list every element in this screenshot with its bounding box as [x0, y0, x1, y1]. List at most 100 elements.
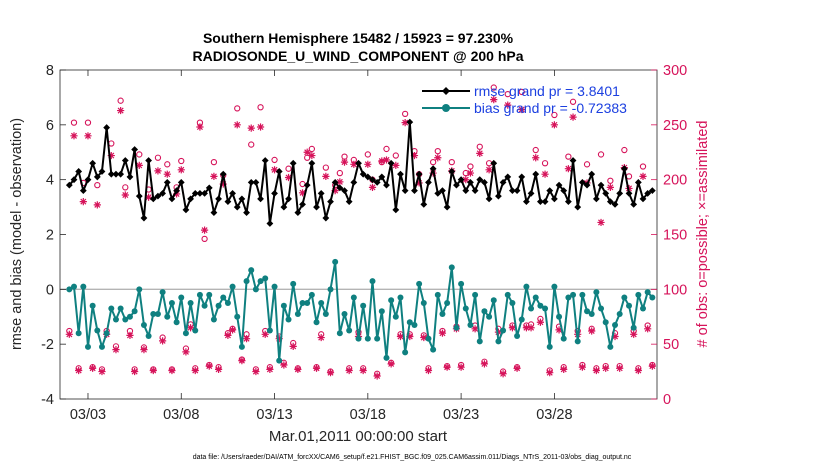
bias-point [392, 313, 399, 320]
rmse-point [350, 179, 358, 186]
bias-point [108, 305, 115, 312]
obs-assimilated-marker [233, 121, 241, 129]
plot-area [60, 70, 657, 399]
obs-possible-marker [154, 154, 162, 161]
obs-possible-marker [136, 151, 143, 158]
obs-assimilated-marker [89, 364, 97, 372]
rmse-point [401, 187, 409, 195]
obs-assimilated-marker [196, 123, 204, 131]
bias-point [598, 305, 605, 312]
rmse-point [457, 176, 465, 184]
obs-possible-marker [210, 158, 218, 166]
rmse-point [89, 159, 97, 167]
obs-possible-marker [541, 160, 549, 167]
bias-point [350, 294, 357, 301]
obs-possible-marker [285, 165, 292, 172]
obs-possible-marker [257, 104, 264, 111]
rmse-point [616, 189, 624, 197]
rmse-point [336, 184, 344, 192]
obs-assimilated-marker [602, 364, 610, 372]
rmse-point [439, 187, 446, 195]
rmse-point [121, 157, 129, 164]
obs-assimilated-marker [275, 335, 283, 343]
bias-point [397, 294, 404, 301]
legend-rmse-swatch-marker [442, 87, 450, 95]
obs-assimilated-marker [219, 180, 227, 188]
rmse-point [205, 184, 213, 192]
rmse-point [163, 179, 171, 186]
bias-point [70, 283, 77, 290]
bias-point [411, 321, 418, 328]
rmse-point [481, 179, 488, 186]
bias-point [159, 289, 166, 296]
obs-assimilated-marker [490, 96, 498, 104]
obs-assimilated-marker [476, 149, 484, 157]
obs-assimilated-marker [303, 148, 311, 156]
bias-point [224, 300, 231, 307]
rmse-point [369, 176, 376, 184]
rmse-point [378, 173, 386, 181]
obs-assimilated-marker [420, 333, 428, 342]
bias-point [206, 291, 213, 298]
rmse-point [112, 170, 120, 178]
rmse-point [569, 157, 577, 164]
obs-assimilated-marker [331, 187, 339, 195]
bias-point [271, 283, 278, 290]
obs-assimilated-marker [312, 364, 321, 372]
y-right-tick-label: 0 [663, 392, 671, 408]
obs-assimilated-marker [648, 362, 656, 370]
obs-possible-marker [234, 105, 241, 112]
bias-point [420, 300, 427, 307]
obs-possible-marker [569, 98, 577, 105]
bias-point [551, 283, 558, 290]
obs-assimilated-marker [578, 363, 586, 371]
rmse-point [611, 200, 619, 208]
chart-title-line2: RADIOSONDE_U_WIND_COMPONENT @ 200 hPa [192, 48, 523, 64]
obs-assimilated-marker [382, 156, 391, 164]
rmse-point [103, 124, 111, 131]
obs-possible-marker [597, 151, 605, 158]
bias-point [570, 291, 577, 298]
bias-point [388, 297, 395, 304]
rmse-point [634, 179, 642, 186]
rmse-point [509, 187, 516, 195]
y-right-tick-label: 150 [663, 228, 687, 244]
bias-point [346, 327, 353, 334]
rmse-point [243, 209, 250, 216]
obs-assimilated-marker [84, 132, 92, 140]
rmse-point [303, 181, 311, 189]
obs-assimilated-marker [504, 101, 512, 109]
rmse-point [443, 203, 451, 211]
rmse-point [233, 203, 241, 211]
rmse-point [504, 173, 512, 181]
bias-point [140, 321, 147, 328]
obs-assimilated-marker [345, 366, 353, 375]
rmse-point [397, 170, 404, 178]
rmse-point [135, 192, 143, 200]
rmse-point [560, 187, 568, 195]
bias-point [187, 300, 194, 307]
bias-point [453, 324, 460, 331]
obs-assimilated-marker [480, 360, 489, 368]
obs-possible-marker [467, 163, 474, 170]
rmse-point [299, 200, 306, 208]
rmse-point [70, 176, 78, 184]
rmse-point [257, 195, 264, 203]
obs-assimilated-marker [210, 172, 218, 180]
rmse-point [149, 195, 157, 203]
x-tick-label: 03/18 [350, 407, 386, 423]
obs-assimilated-marker [168, 366, 176, 375]
rmse-point [602, 189, 610, 197]
obs-assimilated-marker [247, 124, 255, 132]
obs-assimilated-marker [308, 151, 316, 160]
obs-assimilated-marker [177, 166, 185, 174]
bias-point [602, 319, 609, 326]
rmse-point [117, 170, 125, 178]
obs-assimilated-marker [112, 346, 120, 354]
obs-assimilated-marker [401, 119, 409, 127]
obs-assimilated-marker [457, 363, 465, 371]
obs-possible-marker [122, 184, 129, 191]
rmse-point [98, 168, 106, 175]
bias-point [89, 302, 96, 309]
bias-point [192, 327, 199, 334]
